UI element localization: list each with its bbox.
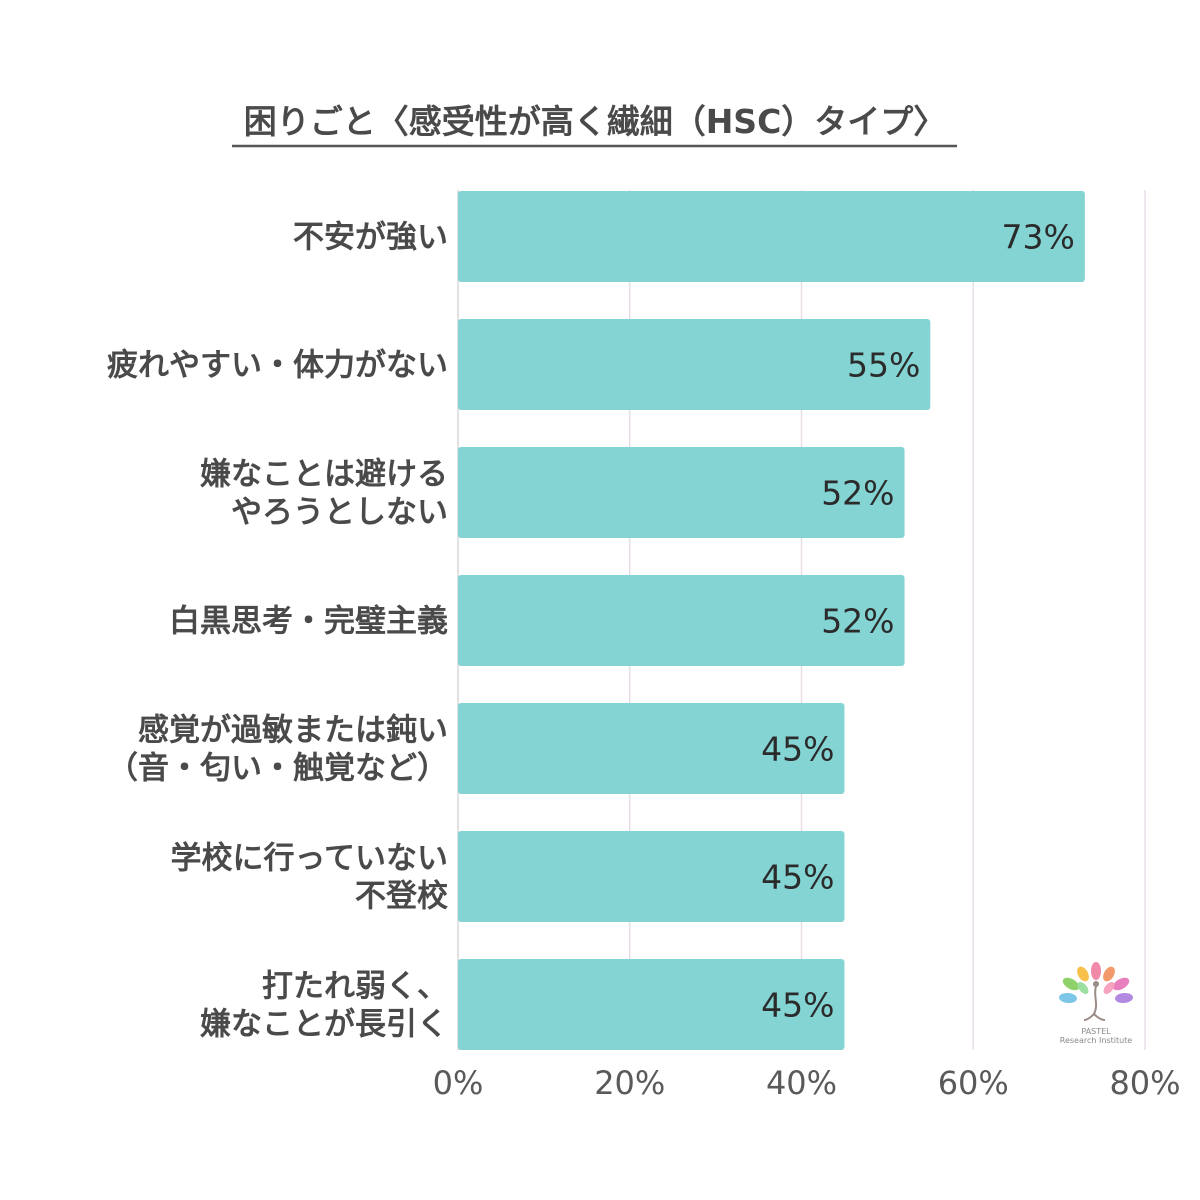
category-label: 感覚が過敏または鈍い — [138, 713, 448, 749]
chart-title: 困りごと〈感受性が高く繊細（HSC）タイプ〉 — [244, 102, 947, 141]
value-label: 52% — [821, 602, 894, 641]
x-tick-label: 80% — [1109, 1064, 1180, 1102]
category-label: 嫌なことが長引く — [200, 1007, 448, 1043]
category-label: 疲れやすい・体力がない — [107, 348, 448, 384]
value-label: 52% — [821, 474, 894, 513]
tree-leaves-icon — [1059, 962, 1133, 1021]
value-label: 45% — [761, 730, 834, 769]
x-axis-ticks: 0% 20% 40% 60% 80% — [433, 1064, 1181, 1102]
category-label: 学校に行っていない — [171, 841, 448, 877]
bars — [458, 191, 1085, 1050]
bar — [458, 575, 905, 666]
category-label: 打たれ弱く、 — [262, 969, 448, 1005]
value-label: 45% — [761, 986, 834, 1025]
bar — [458, 447, 905, 538]
x-tick-label: 60% — [938, 1064, 1009, 1102]
value-label: 73% — [1002, 218, 1075, 257]
logo-subtitle: Research Institute — [1060, 1036, 1133, 1045]
category-label: 白黒思考・完璧主義 — [169, 604, 448, 640]
value-label: 55% — [847, 346, 920, 385]
bar — [458, 959, 845, 1050]
category-label: 不安が強い — [293, 220, 448, 256]
category-label: 不登校 — [355, 879, 448, 915]
value-label: 45% — [761, 858, 834, 897]
x-tick-label: 0% — [433, 1064, 484, 1102]
x-tick-label: 40% — [766, 1064, 837, 1102]
x-tick-label: 20% — [594, 1064, 665, 1102]
value-labels: 73% 55% 52% 52% 45% 45% 45% — [761, 218, 1075, 1025]
logo-name: PASTEL — [1081, 1027, 1111, 1036]
category-label: やろうとしない — [231, 495, 448, 531]
bar — [458, 319, 931, 410]
category-label: （音・匂い・触覚など） — [107, 751, 448, 787]
category-labels: 不安が強い疲れやすい・体力がない嫌なことは避けるやろうとしない白黒思考・完璧主義… — [107, 220, 448, 1043]
bar — [458, 831, 845, 922]
bar — [458, 191, 1085, 282]
bar — [458, 703, 845, 794]
category-label: 嫌なことは避ける — [200, 457, 448, 493]
pastel-logo: PASTEL Research Institute — [1059, 962, 1133, 1045]
